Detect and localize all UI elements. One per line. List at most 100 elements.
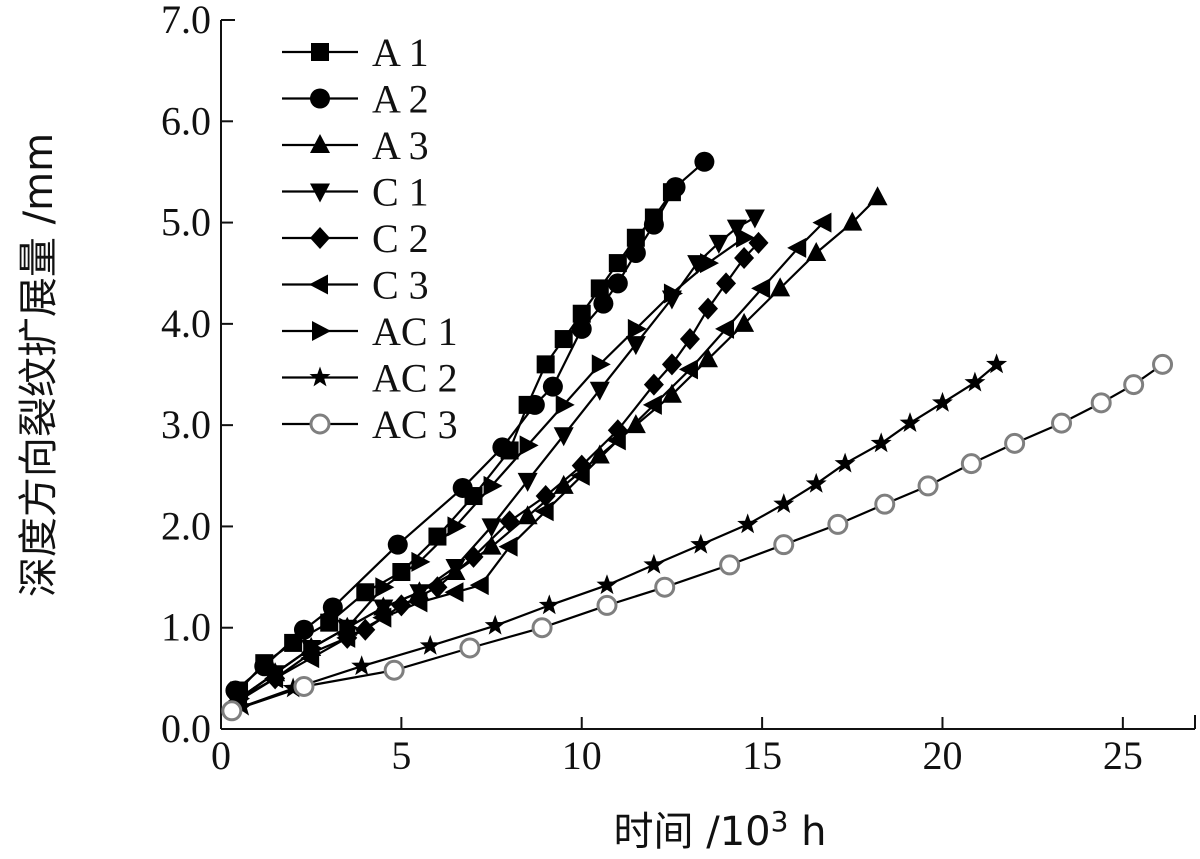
data-point	[373, 599, 394, 619]
series-line	[242, 363, 998, 708]
data-point	[447, 516, 467, 537]
x-tick-label: 20	[922, 733, 962, 778]
y-axis-ticks: 0.0 1.0 2.0 3.0 4.0 5.0 6.0 7.0	[161, 0, 233, 751]
data-point	[553, 427, 574, 447]
data-point	[899, 412, 921, 432]
data-point	[643, 553, 665, 574]
data-point	[678, 359, 698, 380]
data-point	[481, 518, 502, 538]
legend-marker	[310, 88, 330, 109]
data-point	[625, 336, 646, 356]
data-point	[452, 477, 473, 498]
data-point	[232, 695, 254, 716]
data-point	[492, 437, 513, 458]
legend-marker	[311, 43, 329, 61]
series-a2	[225, 151, 715, 701]
legend-item: C 1	[282, 170, 429, 215]
legend-item: AC 2	[282, 356, 458, 401]
data-point	[517, 505, 538, 525]
series-c2	[229, 231, 769, 710]
legend-marker	[309, 366, 331, 387]
data-point	[419, 634, 441, 655]
data-point	[834, 452, 856, 473]
data-point	[773, 493, 795, 513]
legend-item: C 3	[282, 263, 429, 308]
data-point	[542, 376, 563, 397]
data-point	[625, 242, 646, 263]
data-point	[736, 227, 756, 248]
data-point	[383, 659, 405, 681]
data-point	[409, 584, 430, 604]
data-point	[867, 186, 888, 206]
data-point	[715, 318, 735, 339]
data-point	[642, 394, 662, 415]
x-axis-ticks: 0 5 10 15 20 25	[211, 717, 1143, 778]
data-point	[663, 283, 683, 304]
data-point	[427, 576, 448, 599]
legend-item: C 2	[282, 216, 429, 261]
data-point	[463, 545, 484, 568]
x-tick-label: 0	[211, 733, 231, 778]
data-point	[221, 700, 243, 722]
x-axis-title: 时间 /103 h	[614, 805, 827, 855]
data-point	[690, 533, 712, 554]
data-point	[700, 253, 719, 274]
series-line	[234, 160, 706, 692]
data-point	[570, 465, 590, 486]
data-point	[336, 627, 356, 648]
data-point	[737, 513, 759, 534]
data-point	[554, 330, 573, 349]
data-point	[716, 272, 737, 295]
data-point	[679, 328, 700, 351]
data-point	[986, 353, 1008, 374]
data-point	[536, 355, 555, 374]
legend-marker	[310, 183, 330, 203]
data-point	[590, 279, 609, 298]
data-point	[498, 536, 518, 557]
legend-label: C 1	[372, 170, 429, 215]
data-point	[842, 211, 863, 231]
legend-label: A 3	[372, 123, 429, 168]
data-point	[606, 430, 626, 451]
data-point	[303, 637, 323, 658]
legend-item: AC 1	[282, 309, 458, 354]
data-point	[571, 318, 592, 339]
data-point	[698, 348, 718, 368]
data-point	[698, 297, 718, 320]
data-point	[607, 273, 628, 294]
x-axis-title-unit: h	[788, 809, 826, 855]
data-point	[874, 493, 896, 515]
x-axis-title-sup: 3	[771, 805, 789, 838]
data-point	[282, 677, 304, 698]
data-point	[627, 318, 647, 339]
data-point	[320, 613, 339, 632]
legend-item: A 3	[282, 123, 429, 168]
data-point	[744, 209, 765, 229]
data-point	[787, 237, 807, 258]
legend-label: AC 2	[372, 356, 458, 401]
legend-label: AC 1	[372, 309, 458, 354]
data-point	[932, 391, 953, 412]
data-point	[751, 278, 771, 299]
data-point	[719, 554, 741, 576]
data-point	[593, 293, 614, 314]
data-point	[339, 617, 359, 638]
data-point	[408, 592, 428, 613]
y-tick-label: 7.0	[161, 0, 211, 42]
data-point	[553, 474, 574, 494]
data-point	[555, 394, 575, 415]
x-tick-label: 10	[562, 733, 602, 778]
data-point	[351, 655, 373, 676]
legend-item: A 2	[282, 77, 429, 122]
data-point	[626, 228, 645, 247]
y-tick-label: 2.0	[161, 503, 211, 548]
data-point	[806, 241, 827, 261]
x-axis-title-main: 时间 /10	[614, 809, 771, 855]
data-point	[596, 594, 618, 616]
data-point	[608, 254, 627, 273]
data-point	[734, 312, 755, 332]
data-point	[322, 597, 343, 618]
legend-label: C 3	[372, 263, 429, 308]
y-tick-label: 5.0	[161, 200, 211, 245]
